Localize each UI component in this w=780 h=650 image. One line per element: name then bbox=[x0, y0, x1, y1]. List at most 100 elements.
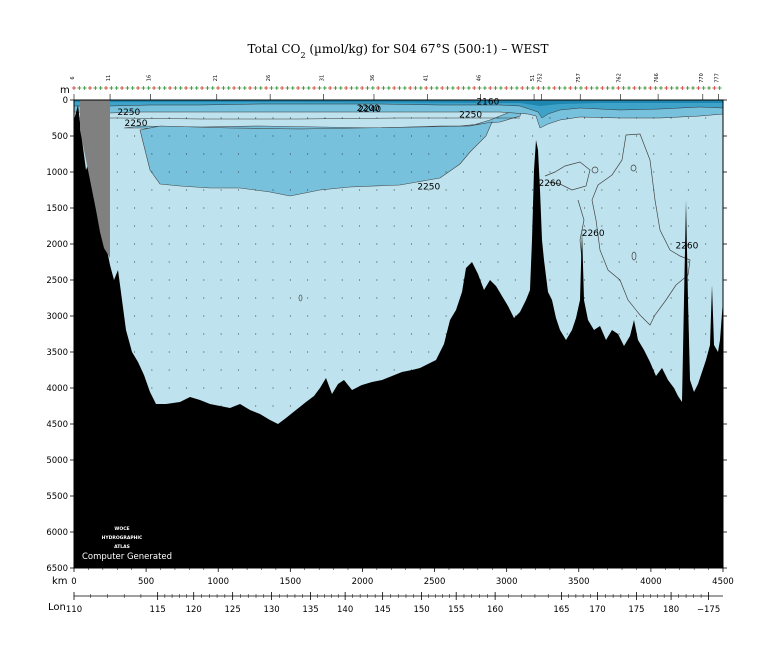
sample-dot bbox=[462, 207, 464, 209]
station-label: 762 bbox=[617, 73, 623, 83]
sample-dot bbox=[480, 225, 482, 227]
sample-dot bbox=[185, 387, 188, 389]
sample-dot bbox=[532, 207, 534, 209]
sample-dot bbox=[359, 135, 361, 137]
sample-dot bbox=[272, 351, 274, 353]
sample-dot bbox=[514, 225, 516, 227]
sample-dot bbox=[203, 153, 205, 155]
sample-dot bbox=[705, 279, 707, 281]
distance-axis-label: km bbox=[52, 576, 68, 587]
sample-dot bbox=[635, 243, 638, 245]
sample-dot bbox=[687, 261, 689, 263]
sample-dot bbox=[583, 261, 586, 263]
sample-dot bbox=[272, 333, 274, 335]
sample-dot bbox=[549, 171, 551, 173]
sample-dot bbox=[151, 369, 153, 371]
sample-dot bbox=[151, 387, 153, 389]
sample-dot bbox=[618, 333, 620, 335]
sample-dot bbox=[151, 333, 153, 335]
sample-dot bbox=[307, 315, 309, 317]
sample-dot bbox=[134, 243, 136, 245]
station-label: 41 bbox=[423, 75, 429, 81]
sample-dot bbox=[445, 315, 447, 317]
distance-tick-label: 3000 bbox=[496, 577, 518, 587]
sample-dot bbox=[514, 135, 516, 137]
sample-dot bbox=[185, 315, 188, 317]
sample-dot bbox=[307, 207, 309, 209]
sample-dot bbox=[237, 243, 239, 245]
sample-dot bbox=[497, 117, 499, 119]
distance-tick-label: 4500 bbox=[712, 577, 734, 587]
sample-dot bbox=[532, 117, 534, 119]
sample-dot bbox=[376, 243, 378, 245]
sample-dot bbox=[168, 351, 170, 353]
sample-dot bbox=[653, 153, 655, 155]
sample-dot bbox=[359, 243, 361, 245]
sample-dot bbox=[255, 135, 257, 137]
sample-dot bbox=[635, 225, 638, 227]
sample-dot bbox=[376, 153, 378, 155]
sample-dot bbox=[705, 351, 707, 353]
sample-dot bbox=[134, 225, 136, 227]
sample-dot bbox=[428, 351, 430, 353]
sample-dot bbox=[514, 243, 516, 245]
sample-dot bbox=[272, 117, 274, 119]
sample-dot bbox=[393, 243, 395, 245]
sample-dot bbox=[168, 171, 170, 173]
sample-dot bbox=[341, 225, 343, 227]
sample-dot bbox=[635, 315, 638, 317]
sample-dot bbox=[151, 135, 153, 137]
sample-dot bbox=[203, 225, 205, 227]
surface-band-2160 bbox=[73, 99, 724, 119]
sample-dot bbox=[566, 171, 568, 173]
sample-dot bbox=[272, 297, 274, 299]
sample-dot bbox=[255, 243, 257, 245]
sample-dot bbox=[566, 153, 568, 155]
surface-band-lowest bbox=[74, 100, 723, 106]
sample-dot bbox=[220, 189, 222, 191]
sample-dot bbox=[116, 207, 118, 209]
sample-dot bbox=[289, 387, 291, 389]
sample-dot bbox=[359, 297, 361, 299]
sample-dot bbox=[497, 225, 499, 227]
sample-dot bbox=[497, 243, 499, 245]
sample-dot bbox=[376, 279, 378, 281]
sample-dot bbox=[583, 117, 586, 119]
sample-dot bbox=[532, 135, 534, 137]
sample-dot bbox=[272, 225, 274, 227]
station-label: 752 bbox=[537, 73, 543, 83]
sample-dot bbox=[497, 279, 499, 281]
sample-dot bbox=[618, 153, 620, 155]
sample-dot bbox=[618, 171, 620, 173]
sample-dot bbox=[445, 333, 447, 335]
sample-dot bbox=[393, 261, 395, 263]
sample-dot bbox=[497, 171, 499, 173]
sample-dot bbox=[220, 171, 222, 173]
sample-dot bbox=[601, 207, 603, 209]
sample-dot bbox=[410, 297, 413, 299]
sample-dot bbox=[687, 225, 689, 227]
sample-dot bbox=[237, 279, 239, 281]
sample-dot bbox=[289, 279, 291, 281]
sample-dot bbox=[583, 225, 586, 227]
sample-dot bbox=[618, 261, 620, 263]
sample-dot bbox=[687, 135, 689, 137]
sample-dot bbox=[618, 225, 620, 227]
sample-dot bbox=[445, 135, 447, 137]
sample-dot bbox=[428, 261, 430, 263]
sample-dot bbox=[705, 315, 707, 317]
sample-dot bbox=[255, 207, 257, 209]
sample-dot bbox=[324, 171, 326, 173]
lon-tick-label: 170 bbox=[589, 605, 605, 615]
sample-dot bbox=[272, 261, 274, 263]
sample-dot bbox=[480, 153, 482, 155]
sample-dot bbox=[583, 153, 586, 155]
sample-dot bbox=[549, 189, 551, 191]
sample-dot bbox=[687, 171, 689, 173]
sample-dot bbox=[168, 279, 170, 281]
sample-dot bbox=[134, 207, 136, 209]
sample-dot bbox=[410, 279, 413, 281]
sample-dot bbox=[514, 207, 516, 209]
